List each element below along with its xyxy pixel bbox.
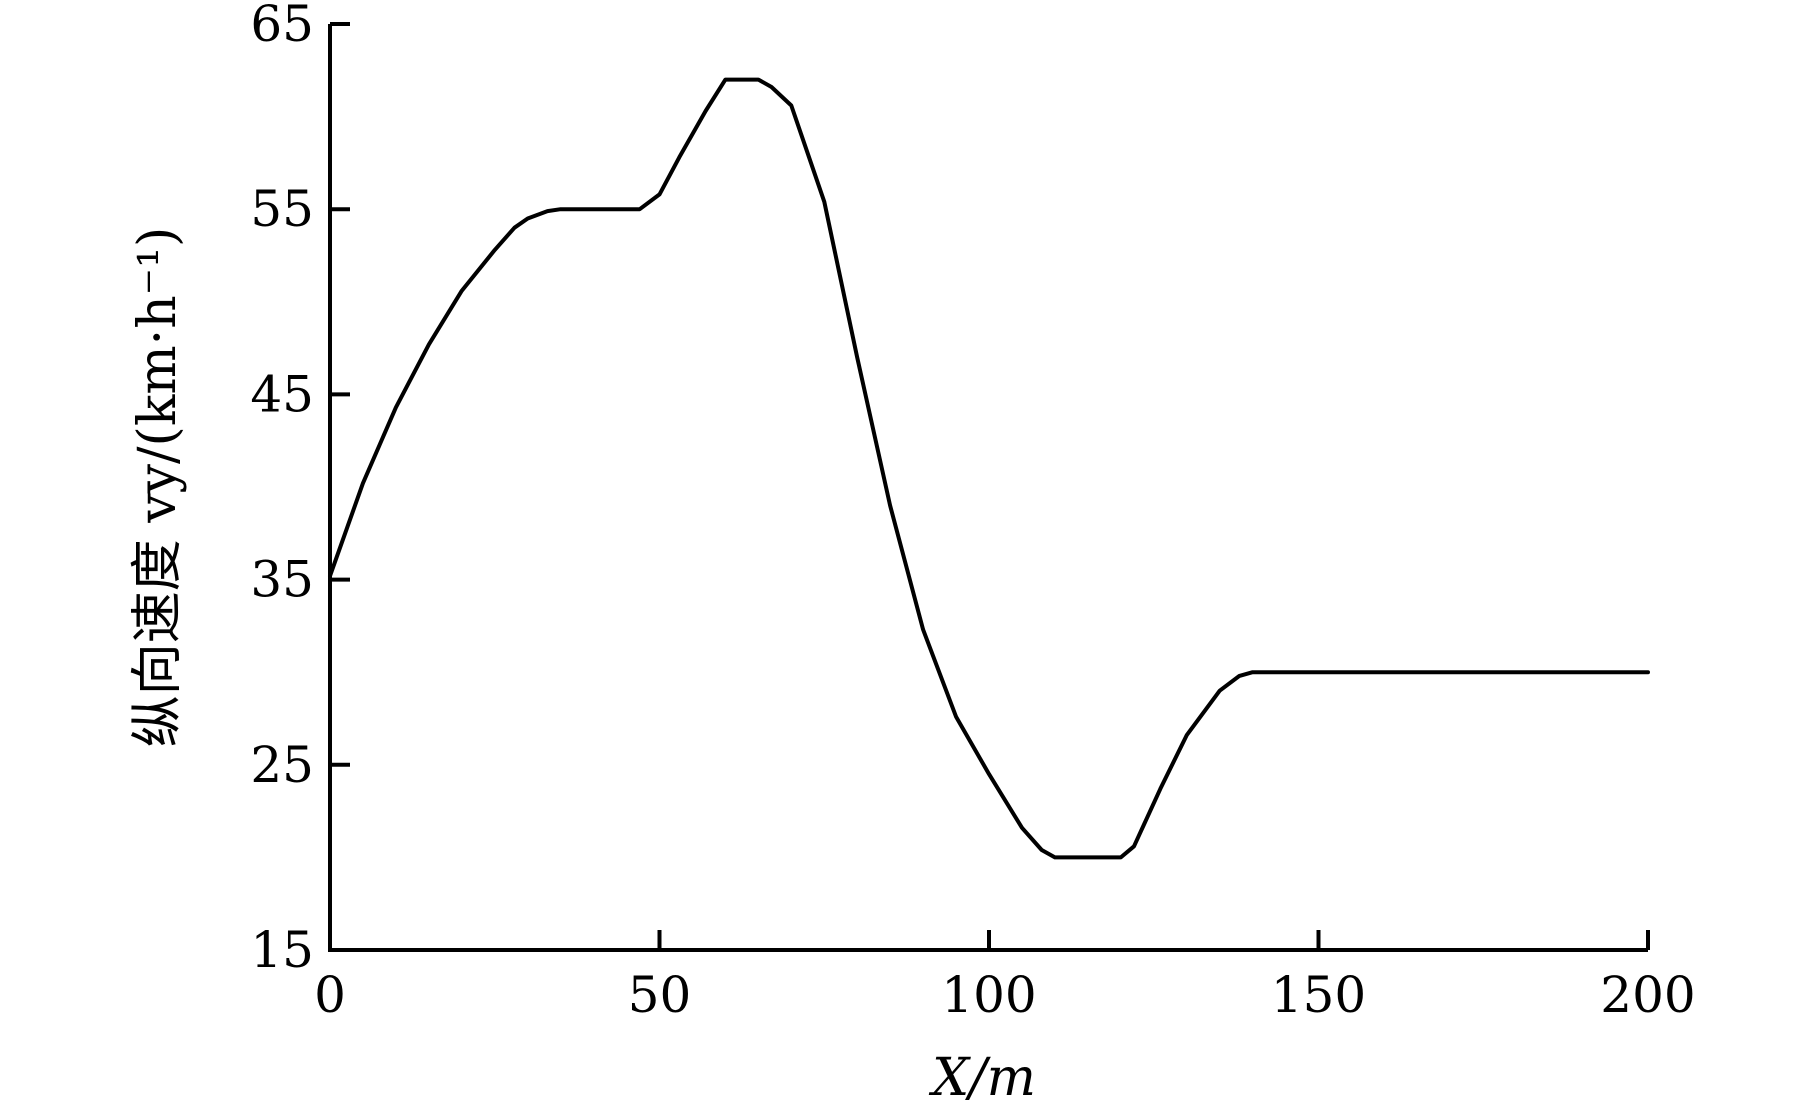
- y-tick-label: 55: [250, 180, 314, 238]
- y-axis-label: 纵向速度 vy/(km·h⁻¹): [128, 227, 188, 748]
- x-tick-label: 0: [314, 966, 346, 1024]
- y-tick-label: 65: [250, 0, 314, 53]
- series-line-0: [328, 77, 1650, 860]
- y-tick-label: 15: [250, 921, 314, 979]
- ticks: 0 50 100 150 200 15 25 35 45 55 65: [250, 0, 1695, 1024]
- y-tick-label: 25: [250, 736, 314, 794]
- series-group: [328, 77, 1650, 860]
- x-tick-label: 200: [1600, 966, 1695, 1024]
- x-tick-label: 100: [941, 966, 1036, 1024]
- x-tick-label: 150: [1271, 966, 1366, 1024]
- y-tick-label: 35: [250, 551, 314, 609]
- x-tick-label: 50: [628, 966, 692, 1024]
- axes: [328, 24, 1648, 952]
- x-axis-label: X/m: [928, 1048, 1036, 1108]
- y-tick-label: 45: [250, 365, 314, 423]
